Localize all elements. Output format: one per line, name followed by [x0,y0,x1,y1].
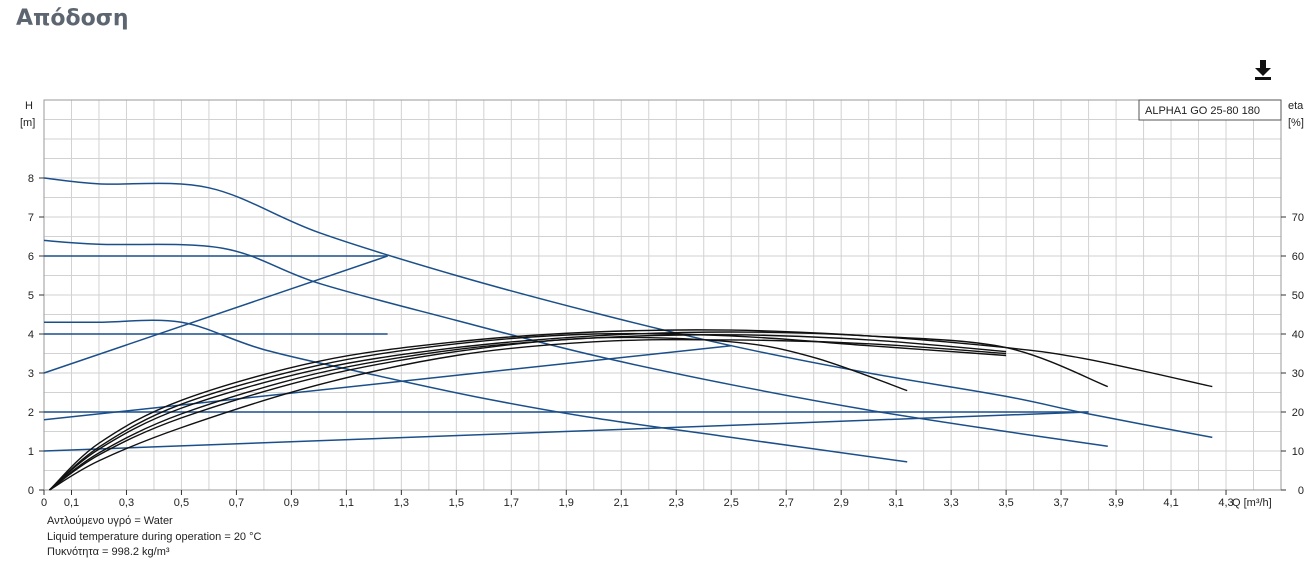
x-tick-label: 0 [41,497,47,509]
y-left-tick-label: 8 [28,173,34,185]
y-left-tick-label: 7 [28,212,34,224]
y-left-tick-label: 1 [28,446,34,458]
x-tick-label: 1,7 [504,497,519,509]
x-tick-label: 3,5 [998,497,1013,509]
y-right-tick-label: 60 [1292,251,1304,263]
y-right-axis-name: eta [1288,100,1304,112]
y-left-axis-name: H [25,100,33,112]
x-tick-label: 3,7 [1053,497,1068,509]
x-tick-label: 2,3 [669,497,684,509]
y-left-tick-label: 2 [28,407,34,419]
y-left-tick-label: 5 [28,290,34,302]
y-right-axis-unit: [%] [1288,117,1304,129]
efficiency-curve [49,336,908,491]
x-tick-label: 1,3 [394,497,409,509]
x-tick-label: 0,1 [64,497,79,509]
download-icon [1255,60,1271,80]
x-tick-label: 0,7 [229,497,244,509]
y-right-tick-label: 70 [1292,212,1304,224]
y-left-tick-label: 6 [28,251,34,263]
page-title: Απόδοση [16,6,129,31]
y-left-tick-label: 4 [28,329,34,341]
liquid-info: Αντλούμενο υγρό = Water [47,515,173,527]
y-right-tick-label: 20 [1292,407,1304,419]
density-info: Πυκνότητα = 998.2 kg/m³ [47,546,170,558]
efficiency-curves [49,329,1213,491]
legend-box [1138,99,1282,121]
x-tick-label: 2,5 [724,497,739,509]
download-button[interactable] [1252,58,1274,82]
efficiency-curve [49,338,1007,491]
axis-ticks: 0 0,1 0,3 0,5 0,7 0,9 1,1 1,3 1,5 1,7 1,9 2,1 2,3 2,5… [28,173,1304,509]
head-curve [43,177,1213,439]
x-tick-label: 2,1 [614,497,629,509]
x-tick-label: 2,9 [834,497,849,509]
y-right-tick-label: 10 [1292,446,1304,458]
x-tick-label: 0,9 [284,497,299,509]
x-axis-label: Q [m³/h] [1232,497,1272,509]
head-curve [43,239,1108,448]
x-tick-label: 4,3 [1218,497,1233,509]
x-tick-label: 3,9 [1108,497,1123,509]
legend: ALPHA1 GO 25-80 180 [1138,99,1282,121]
y-right-tick-label: 30 [1292,368,1304,380]
x-tick-label: 4,1 [1163,497,1178,509]
x-tick-label: 0,3 [119,497,134,509]
x-tick-label: 1,1 [339,497,354,509]
head-curve [43,255,388,374]
y-right-tick-label: 40 [1292,329,1304,341]
efficiency-curve [49,331,1109,491]
y-left-tick-label: 3 [28,368,34,380]
efficiency-curve [49,329,1213,491]
head-curve [43,344,732,421]
legend-title: ALPHA1 GO 25-80 180 [1145,105,1260,117]
x-tick-label: 1,5 [449,497,464,509]
x-tick-label: 0,5 [174,497,189,509]
y-left-tick-label: 0 [28,485,34,497]
y-right-tick-label: 50 [1292,290,1304,302]
head-curve [43,411,1089,452]
y-left-axis-unit: [m] [20,117,35,129]
x-tick-label: 3,1 [889,497,904,509]
x-tick-label: 3,3 [943,497,958,509]
y-right-tick-label: 0 [1298,485,1304,497]
x-tick-label: 2,7 [779,497,794,509]
chart-grid [44,100,1281,490]
temperature-info: Liquid temperature during operation = 20… [47,531,262,543]
head-curve [43,319,908,463]
efficiency-curve [49,332,1007,491]
head-curves [43,177,1213,463]
x-tick-label: 1,9 [559,497,574,509]
efficiency-curve [49,334,1007,491]
